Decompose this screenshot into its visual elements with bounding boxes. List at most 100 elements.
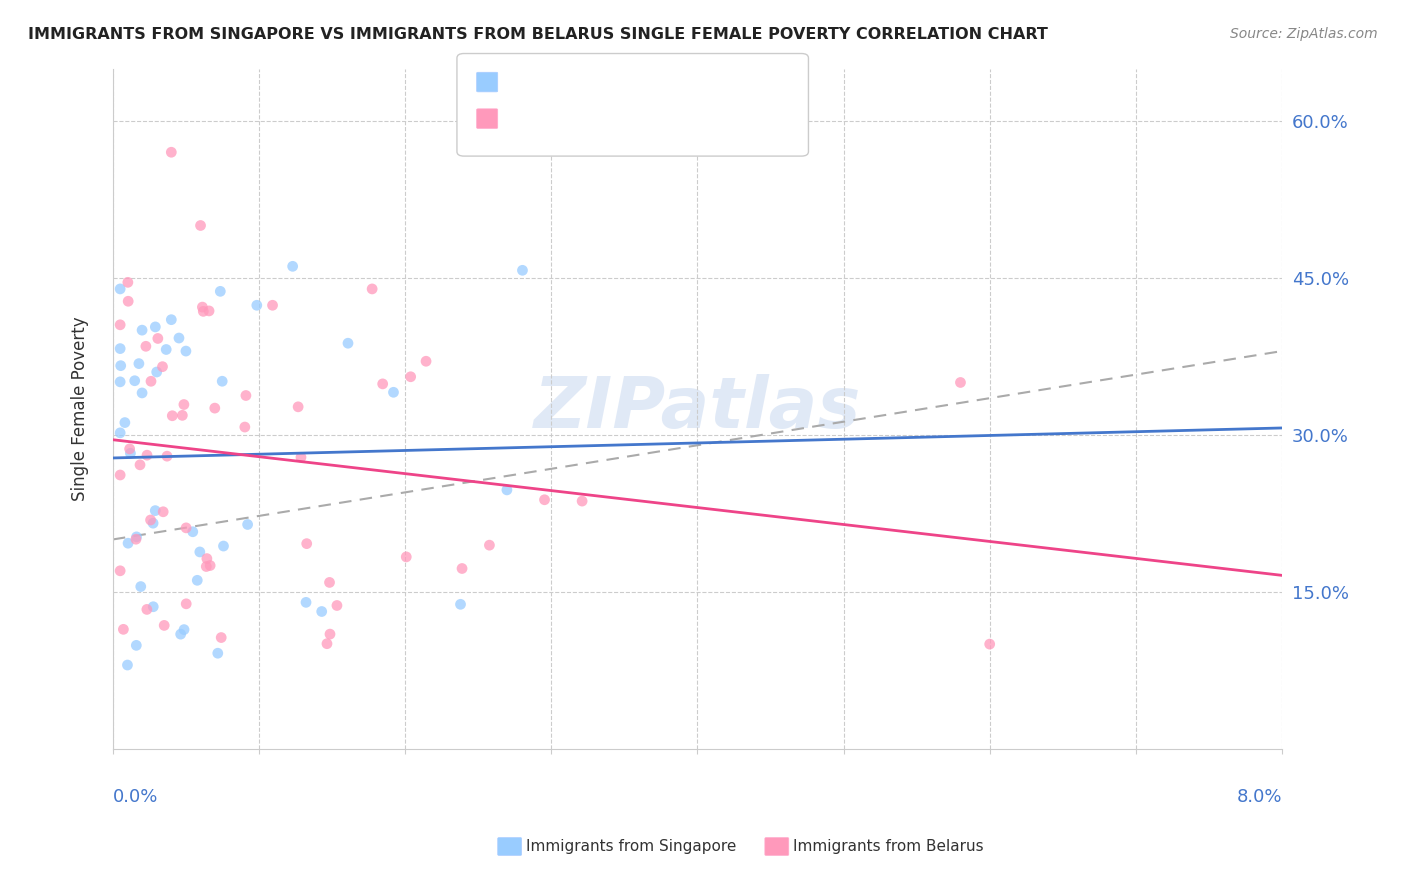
Text: 8.0%: 8.0% bbox=[1236, 788, 1282, 805]
Point bbox=[949, 376, 972, 390]
Point bbox=[125, 530, 148, 544]
Point bbox=[174, 344, 197, 359]
Point bbox=[117, 276, 139, 290]
Point bbox=[167, 331, 190, 345]
Point bbox=[361, 282, 384, 296]
Text: IMMIGRANTS FROM SINGAPORE VS IMMIGRANTS FROM BELARUS SINGLE FEMALE POVERTY CORRE: IMMIGRANTS FROM SINGAPORE VS IMMIGRANTS … bbox=[28, 27, 1047, 42]
Point bbox=[174, 597, 197, 611]
Point bbox=[169, 627, 191, 641]
Point bbox=[135, 339, 157, 353]
Point bbox=[156, 449, 179, 463]
Point bbox=[173, 398, 195, 412]
Point bbox=[233, 420, 256, 434]
Point bbox=[162, 409, 184, 423]
Point bbox=[118, 442, 141, 456]
Point bbox=[262, 298, 284, 312]
Point bbox=[131, 323, 153, 337]
Point bbox=[136, 448, 159, 462]
Text: 55: 55 bbox=[616, 110, 638, 128]
Point bbox=[143, 319, 166, 334]
Point bbox=[281, 260, 304, 274]
Point bbox=[207, 646, 229, 660]
Point bbox=[186, 574, 208, 588]
Point bbox=[209, 285, 232, 299]
Point bbox=[142, 516, 165, 531]
Point bbox=[174, 521, 197, 535]
Point bbox=[198, 304, 221, 318]
Point bbox=[108, 468, 131, 483]
Point bbox=[415, 354, 437, 368]
Point bbox=[337, 336, 360, 351]
Point bbox=[155, 343, 177, 357]
Point bbox=[128, 357, 150, 371]
Point bbox=[451, 561, 474, 575]
Point bbox=[181, 524, 204, 539]
Point bbox=[195, 559, 218, 574]
Point bbox=[108, 318, 131, 332]
Point bbox=[295, 536, 318, 550]
Point bbox=[129, 458, 152, 472]
Point bbox=[124, 374, 146, 388]
Point bbox=[318, 575, 340, 590]
Text: 0.175: 0.175 bbox=[531, 110, 583, 128]
Point bbox=[399, 369, 422, 384]
Point bbox=[160, 312, 183, 326]
Point bbox=[172, 409, 194, 423]
Text: 44: 44 bbox=[616, 73, 640, 91]
Point bbox=[108, 375, 131, 389]
Point bbox=[139, 513, 162, 527]
Point bbox=[204, 401, 226, 416]
Point bbox=[311, 605, 333, 619]
Point bbox=[450, 597, 472, 611]
Text: N =: N = bbox=[588, 110, 624, 128]
Text: R =: R = bbox=[502, 73, 538, 91]
Point bbox=[209, 631, 232, 645]
Text: Source: ZipAtlas.com: Source: ZipAtlas.com bbox=[1230, 27, 1378, 41]
Point bbox=[235, 388, 257, 402]
Point bbox=[108, 342, 131, 356]
Point bbox=[125, 638, 148, 652]
Point bbox=[152, 359, 174, 374]
Point bbox=[326, 599, 349, 613]
Point bbox=[395, 549, 418, 564]
Point bbox=[190, 219, 212, 233]
Point bbox=[120, 446, 142, 460]
Text: 0.0%: 0.0% bbox=[112, 788, 159, 805]
Point bbox=[246, 298, 269, 312]
Text: ZIPatlas: ZIPatlas bbox=[534, 374, 860, 443]
Point bbox=[191, 300, 214, 314]
Text: R =: R = bbox=[502, 110, 538, 128]
Point bbox=[153, 618, 176, 632]
Point bbox=[319, 627, 342, 641]
Point bbox=[143, 503, 166, 517]
Point bbox=[198, 558, 221, 573]
Point bbox=[131, 386, 153, 401]
Point bbox=[382, 385, 405, 400]
Point bbox=[290, 450, 312, 465]
Point bbox=[188, 545, 211, 559]
Point bbox=[316, 637, 339, 651]
Point bbox=[571, 494, 593, 508]
Point bbox=[371, 376, 394, 391]
Point bbox=[110, 359, 132, 373]
Y-axis label: Single Female Poverty: Single Female Poverty bbox=[72, 317, 89, 501]
Point bbox=[135, 602, 157, 616]
Point bbox=[236, 517, 259, 532]
Point bbox=[496, 483, 519, 497]
Text: Immigrants from Belarus: Immigrants from Belarus bbox=[793, 839, 984, 854]
Point bbox=[125, 532, 148, 546]
Point bbox=[117, 536, 139, 550]
Point bbox=[195, 551, 218, 566]
Point bbox=[108, 282, 131, 296]
Point bbox=[173, 623, 195, 637]
Point bbox=[108, 425, 131, 440]
Point bbox=[533, 492, 555, 507]
Point bbox=[160, 145, 183, 160]
Point bbox=[145, 365, 167, 379]
Point bbox=[979, 637, 1001, 651]
Point bbox=[478, 538, 501, 552]
Point bbox=[146, 331, 169, 345]
Point bbox=[139, 374, 162, 388]
Point bbox=[129, 580, 152, 594]
Text: Immigrants from Singapore: Immigrants from Singapore bbox=[526, 839, 737, 854]
